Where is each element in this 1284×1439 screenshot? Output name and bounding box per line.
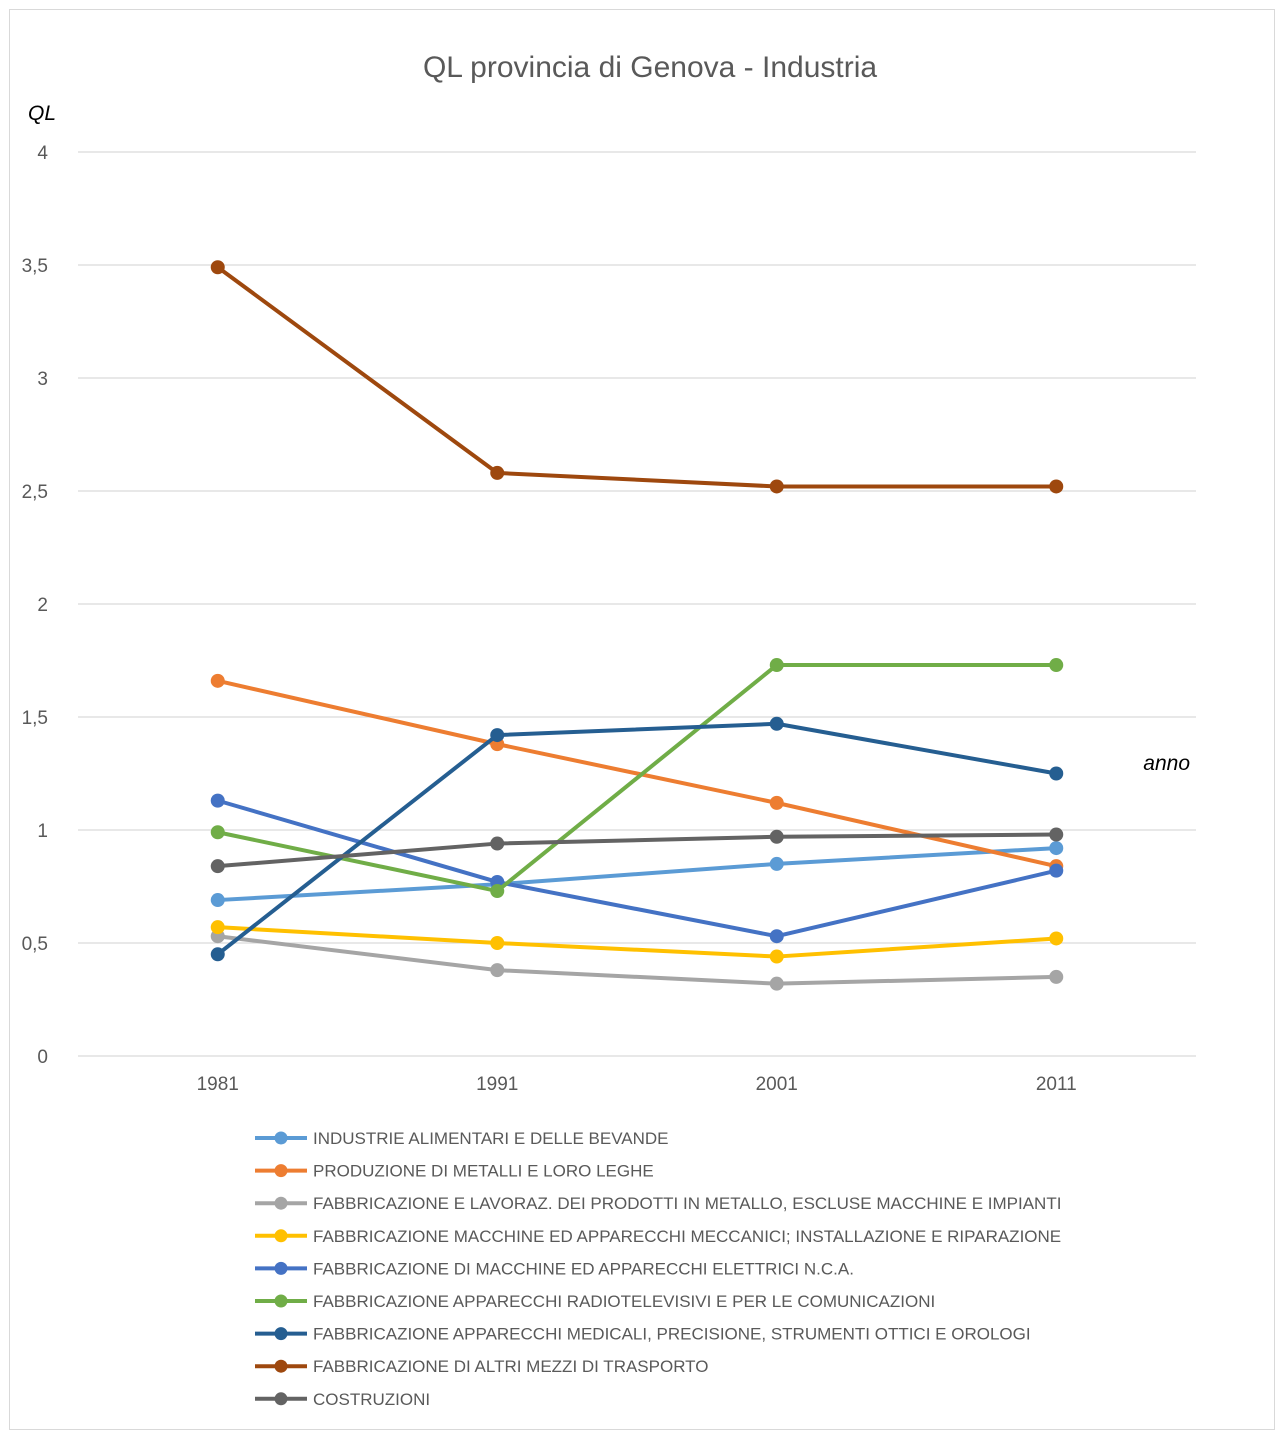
data-point: [769, 479, 784, 494]
data-point: [769, 976, 784, 991]
series-line: [215, 925, 1059, 959]
series-9: [210, 827, 1064, 874]
data-point: [1049, 658, 1064, 673]
legend-label: PRODUZIONE DI METALLI E LORO LEGHE: [313, 1162, 654, 1181]
y-tick-label: 0,5: [22, 934, 48, 955]
legend-label: FABBRICAZIONE DI MACCHINE ED APPARECCHI …: [313, 1259, 854, 1278]
legend-swatch-marker: [274, 1294, 288, 1308]
legend-label: FABBRICAZIONE APPARECCHI RADIOTELEVISIVI…: [313, 1292, 935, 1311]
chart-frame: [9, 9, 1275, 1430]
series-line: [215, 663, 1059, 894]
series-group: [210, 260, 1064, 991]
legend-item: PRODUZIONE DI METALLI E LORO LEGHE: [255, 1162, 654, 1181]
x-axis-ticks: 1981 1991 2001 2011: [197, 1074, 1077, 1095]
x-tick-label: 1981: [197, 1074, 239, 1095]
series-line: [215, 265, 1059, 489]
legend-item: INDUSTRIE ALIMENTARI E DELLE BEVANDE: [255, 1129, 669, 1148]
legend-label: FABBRICAZIONE APPARECCHI MEDICALI, PRECI…: [313, 1325, 1031, 1344]
legend-swatch-marker: [274, 1131, 288, 1145]
data-point: [210, 673, 225, 688]
legend: INDUSTRIE ALIMENTARI E DELLE BEVANDE PROD…: [255, 1129, 1061, 1409]
data-point: [210, 947, 225, 962]
y-axis-label: QL: [28, 102, 56, 125]
data-point: [1049, 931, 1064, 946]
legend-label: FABBRICAZIONE MACCHINE ED APPARECCHI MEC…: [313, 1227, 1061, 1246]
series-line: [215, 846, 1059, 903]
legend-label: FABBRICAZIONE DI ALTRI MEZZI DI TRASPORT…: [313, 1357, 708, 1376]
legend-label: FABBRICAZIONE E LAVORAZ. DEI PRODOTTI IN…: [313, 1194, 1061, 1213]
y-tick-label: 1,5: [22, 708, 48, 729]
data-point: [1049, 827, 1064, 842]
data-point: [769, 949, 784, 964]
legend-item: FABBRICAZIONE APPARECCHI MEDICALI, PRECI…: [255, 1325, 1031, 1344]
data-point: [769, 716, 784, 731]
data-point: [210, 893, 225, 908]
legend-item: COSTRUZIONI: [255, 1390, 430, 1409]
legend-label: COSTRUZIONI: [313, 1390, 430, 1409]
data-point: [1049, 863, 1064, 878]
data-point: [1049, 841, 1064, 856]
series-line: [215, 721, 1059, 957]
legend-swatch-marker: [274, 1261, 288, 1275]
legend-item: FABBRICAZIONE APPARECCHI RADIOTELEVISIVI…: [255, 1292, 935, 1311]
y-tick-label: 2,5: [22, 482, 48, 503]
series-7: [210, 716, 1064, 962]
y-tick-label: 3: [37, 369, 48, 390]
legend-swatch-marker: [274, 1229, 288, 1243]
data-point: [769, 856, 784, 871]
data-point: [490, 884, 505, 899]
series-6: [210, 658, 1064, 899]
legend-label: INDUSTRIE ALIMENTARI E DELLE BEVANDE: [313, 1129, 669, 1148]
x-axis-label: anno: [1143, 752, 1190, 775]
data-point: [210, 920, 225, 935]
data-point: [1049, 969, 1064, 984]
legend-swatch-marker: [274, 1196, 288, 1210]
legend-swatch-marker: [274, 1164, 288, 1178]
y-tick-label: 3,5: [22, 256, 48, 277]
series-5: [210, 793, 1064, 944]
y-tick-label: 4: [37, 143, 48, 164]
legend-item: FABBRICAZIONE DI ALTRI MEZZI DI TRASPORT…: [255, 1357, 708, 1376]
series-8: [210, 260, 1064, 494]
y-tick-label: 2: [37, 595, 48, 616]
x-tick-label: 2011: [1036, 1074, 1077, 1095]
y-axis-ticks: 0 0,5 1 1,5 2 2,5 3 3,5 4: [22, 143, 49, 1068]
data-point: [210, 825, 225, 840]
data-point: [769, 658, 784, 673]
legend-item: FABBRICAZIONE MACCHINE ED APPARECCHI MEC…: [255, 1227, 1061, 1246]
legend-item: FABBRICAZIONE DI MACCHINE ED APPARECCHI …: [255, 1259, 854, 1278]
series-line: [215, 798, 1059, 939]
x-tick-label: 2001: [756, 1074, 798, 1095]
data-point: [769, 795, 784, 810]
series-line: [215, 934, 1059, 986]
series-3: [210, 929, 1064, 991]
series-4: [210, 920, 1064, 964]
data-point: [490, 465, 505, 480]
data-point: [210, 793, 225, 808]
data-point: [490, 963, 505, 978]
data-point: [1049, 766, 1064, 781]
series-line: [215, 832, 1059, 869]
legend-item: FABBRICAZIONE E LAVORAZ. DEI PRODOTTI IN…: [255, 1194, 1061, 1213]
y-tick-label: 0: [37, 1047, 48, 1068]
x-tick-label: 1991: [476, 1074, 518, 1095]
legend-swatch-marker: [274, 1392, 288, 1406]
data-point: [769, 829, 784, 844]
data-point: [210, 260, 225, 275]
data-point: [769, 929, 784, 944]
data-point: [490, 728, 505, 743]
data-point: [490, 836, 505, 851]
series-2: [210, 673, 1064, 874]
legend-swatch-marker: [274, 1359, 288, 1373]
data-point: [1049, 479, 1064, 494]
data-point: [490, 936, 505, 950]
legend-swatch-marker: [274, 1327, 288, 1341]
y-tick-label: 1: [37, 821, 48, 842]
chart-title: QL provincia di Genova - Industria: [423, 51, 877, 84]
data-point: [210, 859, 225, 874]
